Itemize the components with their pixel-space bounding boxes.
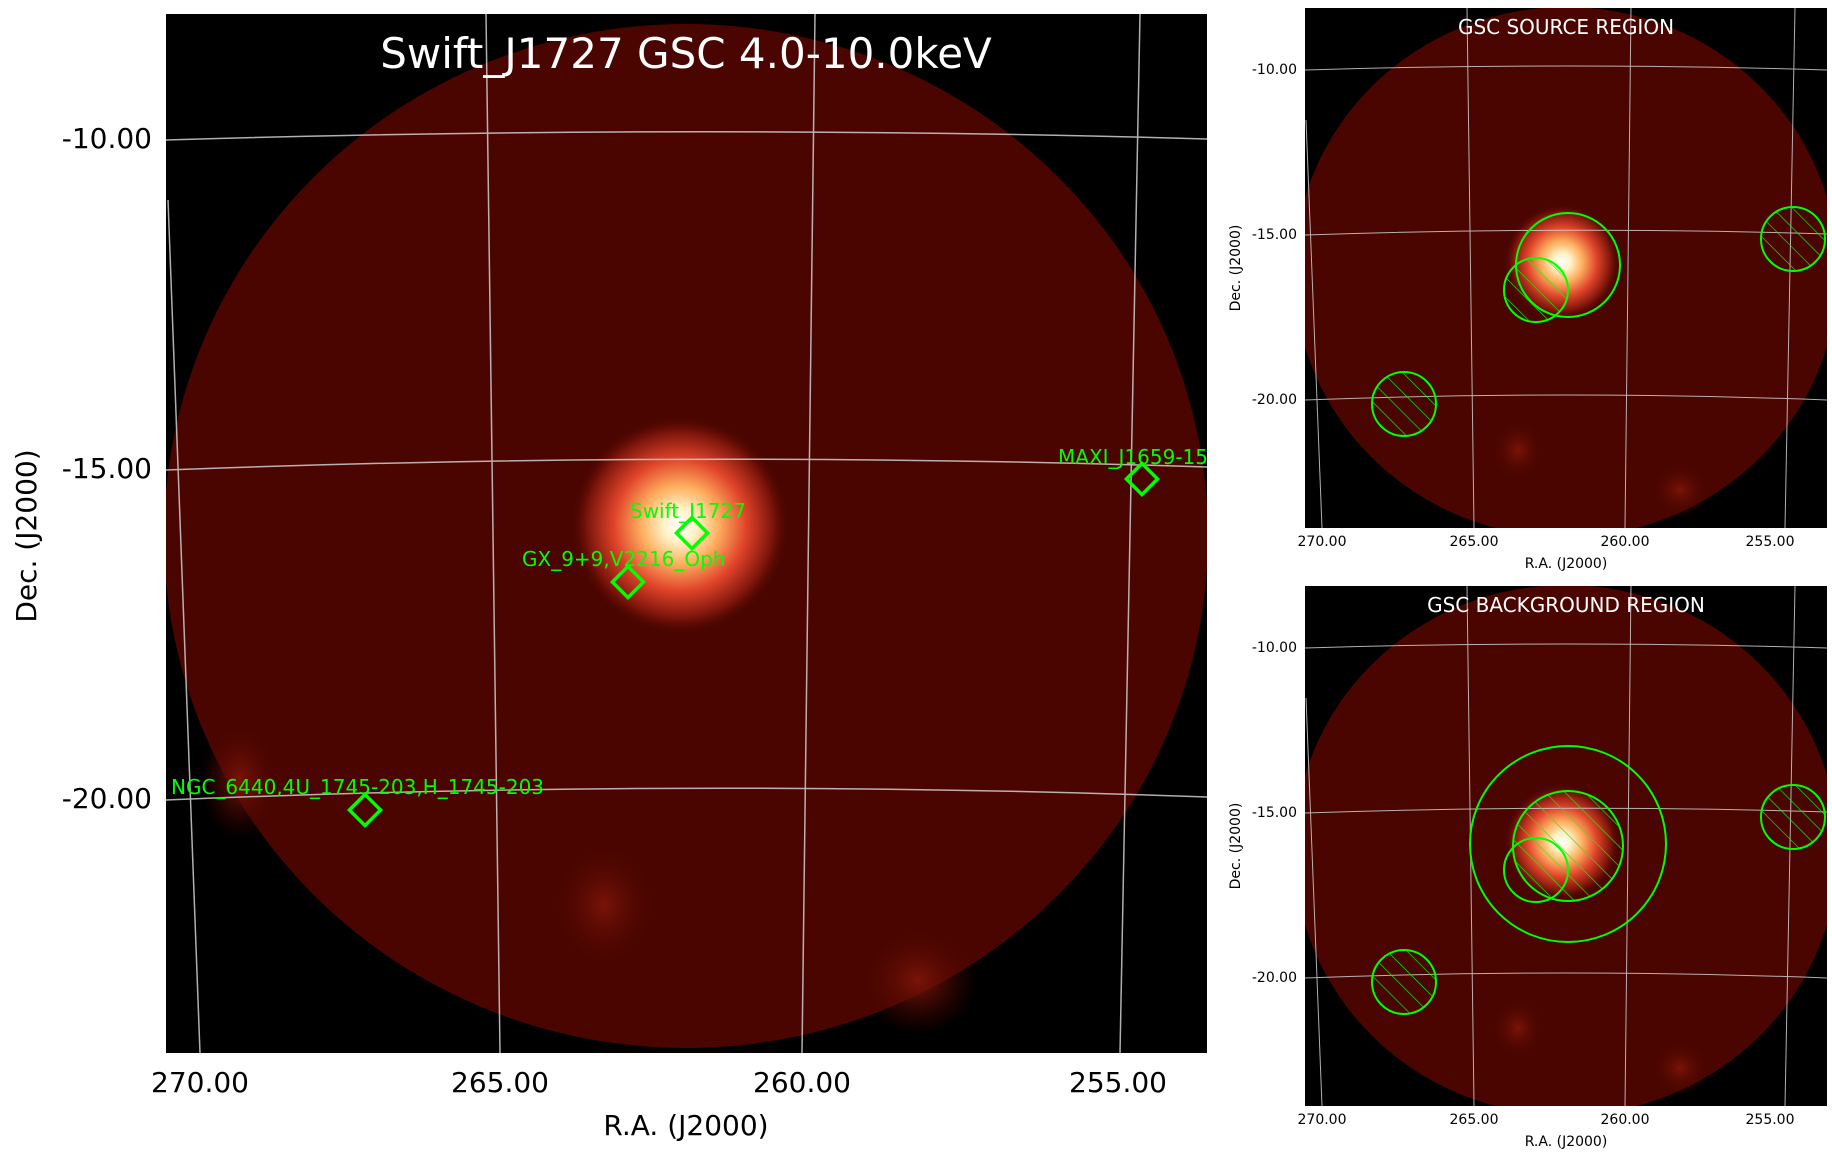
excluded-region-circle[interactable] bbox=[1503, 257, 1569, 323]
source-label-gx-9-9: GX_9+9,V2216_Oph bbox=[522, 547, 725, 571]
source-label-swift-j1727: Swift_J1727 bbox=[630, 499, 746, 523]
ra-tick-label: 255.00 bbox=[1069, 1066, 1167, 1099]
dec-tick-label: -10.00 bbox=[62, 122, 152, 155]
dec-tick-label: -15.00 bbox=[62, 452, 152, 485]
background-annulus-inner[interactable] bbox=[1512, 790, 1624, 902]
ra-tick-label: 270.00 bbox=[1298, 534, 1347, 550]
source-region-panel: GSC SOURCE REGION -10.00 -15.00 -20.00 2… bbox=[1228, 8, 1827, 572]
dec-tick-label: -10.00 bbox=[1252, 62, 1297, 78]
ra-tick-label: 260.00 bbox=[1601, 1112, 1650, 1128]
y-axis-label: Dec. (J2000) bbox=[1228, 803, 1244, 890]
ra-tick-label: 265.00 bbox=[1450, 534, 1499, 550]
background-annulus-outer[interactable] bbox=[1469, 745, 1667, 943]
dec-tick-label: -20.00 bbox=[1252, 392, 1297, 408]
source-label-maxi-j1659: MAXI_J1659-152 bbox=[1058, 445, 1221, 469]
ra-tick-label: 260.00 bbox=[1601, 534, 1650, 550]
source-panel-title: GSC SOURCE REGION bbox=[1458, 15, 1674, 39]
excluded-region-circle[interactable] bbox=[1371, 949, 1437, 1015]
x-axis-label: R.A. (J2000) bbox=[603, 1109, 768, 1142]
excluded-region-circle[interactable] bbox=[1760, 784, 1826, 850]
excluded-region-circle[interactable] bbox=[1503, 837, 1569, 903]
ra-tick-label: 265.00 bbox=[1450, 1112, 1499, 1128]
source-marker-ngc-6440[interactable] bbox=[346, 791, 384, 829]
ra-tick-label: 260.00 bbox=[753, 1066, 851, 1099]
ra-tick-label: 270.00 bbox=[1298, 1112, 1347, 1128]
x-axis-label: R.A. (J2000) bbox=[1525, 1134, 1608, 1150]
ra-tick-label: 255.00 bbox=[1746, 1112, 1795, 1128]
source-marker-gx-9-9[interactable] bbox=[609, 563, 647, 601]
excluded-region-circle[interactable] bbox=[1371, 371, 1437, 437]
source-marker-swift-j1727[interactable] bbox=[673, 514, 711, 552]
dec-tick-label: -15.00 bbox=[1252, 805, 1297, 821]
y-axis-label: Dec. (J2000) bbox=[10, 449, 43, 622]
coordinate-grid bbox=[166, 14, 1207, 1053]
background-region-panel: GSC BACKGROUND REGION -10.00 -15.00 -20.… bbox=[1228, 586, 1827, 1150]
dec-tick-label: -20.00 bbox=[62, 782, 152, 815]
main-panel: Swift_J1727 GX_9+9,V2216_Oph MAXI_J1659-… bbox=[10, 14, 1221, 1142]
dec-tick-label: -15.00 bbox=[1252, 227, 1297, 243]
ra-tick-label: 265.00 bbox=[451, 1066, 549, 1099]
excluded-region-circle[interactable] bbox=[1760, 206, 1826, 272]
source-label-ngc-6440: NGC_6440,4U_1745-203,H_1745-203 bbox=[171, 775, 544, 799]
ra-tick-label: 270.00 bbox=[151, 1066, 249, 1099]
ra-tick-label: 255.00 bbox=[1746, 534, 1795, 550]
y-axis-label: Dec. (J2000) bbox=[1228, 225, 1244, 312]
main-title: Swift_J1727 GSC 4.0-10.0keV bbox=[380, 29, 992, 78]
background-panel-title: GSC BACKGROUND REGION bbox=[1427, 593, 1705, 617]
x-axis-label: R.A. (J2000) bbox=[1525, 556, 1608, 572]
dec-tick-label: -10.00 bbox=[1252, 640, 1297, 656]
bright-source-glow bbox=[570, 415, 790, 635]
source-marker-maxi-j1659[interactable] bbox=[1123, 460, 1161, 498]
dec-tick-label: -20.00 bbox=[1252, 970, 1297, 986]
